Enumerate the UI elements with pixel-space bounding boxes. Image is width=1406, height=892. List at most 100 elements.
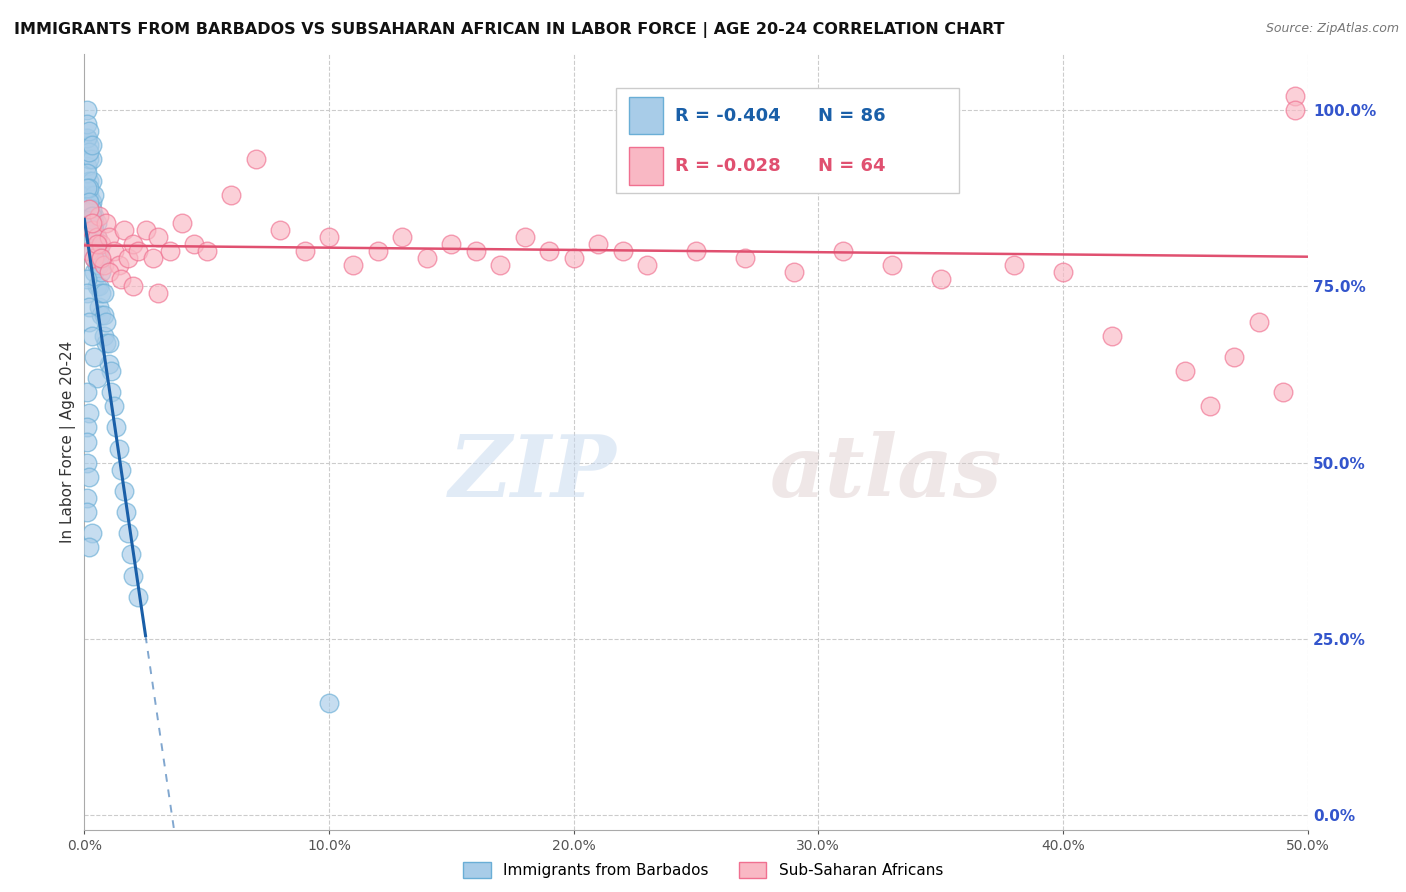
FancyBboxPatch shape — [616, 88, 959, 194]
Text: N = 64: N = 64 — [818, 157, 886, 175]
Point — [318, 696, 340, 710]
Point — [90, 251, 112, 265]
Point — [86, 237, 108, 252]
Point — [77, 138, 100, 153]
Point — [87, 209, 110, 223]
Point — [80, 194, 103, 209]
Point — [367, 244, 389, 258]
Point — [105, 420, 128, 434]
Point — [80, 328, 103, 343]
Point — [77, 470, 100, 484]
Point — [1101, 328, 1123, 343]
Point — [1174, 364, 1197, 378]
Point — [83, 223, 105, 237]
Point — [77, 173, 100, 187]
Point — [112, 223, 135, 237]
Bar — [628, 97, 664, 134]
Point — [86, 279, 108, 293]
Point — [159, 244, 181, 258]
Point — [86, 216, 108, 230]
Point — [685, 244, 707, 258]
Point — [734, 251, 756, 265]
Point — [562, 251, 585, 265]
Point — [80, 223, 103, 237]
Point — [76, 420, 98, 434]
Point — [83, 251, 105, 265]
Point — [87, 258, 110, 272]
Point — [76, 131, 98, 145]
Point — [100, 364, 122, 378]
Point — [612, 244, 634, 258]
Point — [77, 145, 100, 160]
Point — [80, 244, 103, 258]
Point — [1052, 265, 1074, 279]
Point — [76, 505, 98, 519]
Point — [80, 216, 103, 230]
Point — [90, 308, 112, 322]
Point — [636, 258, 658, 272]
Point — [107, 442, 129, 456]
Point — [1284, 103, 1306, 117]
Point — [90, 237, 112, 252]
Point — [97, 230, 120, 244]
Point — [76, 103, 98, 117]
Point — [142, 251, 165, 265]
Point — [76, 230, 98, 244]
Point — [513, 230, 536, 244]
Point — [122, 568, 145, 582]
Point — [80, 209, 103, 223]
Point — [1284, 88, 1306, 103]
Point — [80, 202, 103, 216]
Point — [80, 173, 103, 187]
Text: N = 86: N = 86 — [818, 107, 886, 125]
Point — [77, 301, 100, 315]
Point — [80, 153, 103, 167]
Point — [117, 526, 139, 541]
Point — [77, 180, 100, 194]
Point — [440, 237, 463, 252]
Point — [86, 237, 108, 252]
Point — [103, 399, 125, 413]
Point — [80, 223, 103, 237]
Text: Source: ZipAtlas.com: Source: ZipAtlas.com — [1265, 22, 1399, 36]
Point — [586, 237, 609, 252]
Point — [80, 209, 103, 223]
Point — [97, 357, 120, 371]
Point — [76, 131, 98, 145]
Point — [96, 216, 118, 230]
Point — [107, 258, 129, 272]
Text: IMMIGRANTS FROM BARBADOS VS SUBSAHARAN AFRICAN IN LABOR FORCE | AGE 20-24 CORREL: IMMIGRANTS FROM BARBADOS VS SUBSAHARAN A… — [14, 22, 1004, 38]
Point — [77, 202, 100, 216]
Point — [76, 272, 98, 286]
Point — [416, 251, 439, 265]
Point — [86, 371, 108, 385]
Point — [76, 286, 98, 301]
Text: R = -0.028: R = -0.028 — [675, 157, 780, 175]
Point — [110, 272, 132, 286]
Point — [318, 230, 340, 244]
Point — [76, 491, 98, 505]
Point — [77, 187, 100, 202]
Point — [219, 187, 242, 202]
Point — [77, 202, 100, 216]
Point — [783, 265, 806, 279]
Point — [880, 258, 903, 272]
Point — [100, 385, 122, 400]
Point — [76, 160, 98, 174]
Point — [1002, 258, 1025, 272]
Point — [77, 124, 100, 138]
Point — [120, 548, 142, 562]
Point — [97, 335, 120, 350]
Point — [87, 251, 110, 265]
Point — [90, 286, 112, 301]
Point — [294, 244, 316, 258]
Point — [86, 230, 108, 244]
Point — [183, 237, 205, 252]
Point — [117, 251, 139, 265]
Point — [195, 244, 218, 258]
Point — [245, 153, 267, 167]
Point — [831, 244, 853, 258]
Point — [391, 230, 413, 244]
Point — [1198, 399, 1220, 413]
Point — [87, 244, 110, 258]
